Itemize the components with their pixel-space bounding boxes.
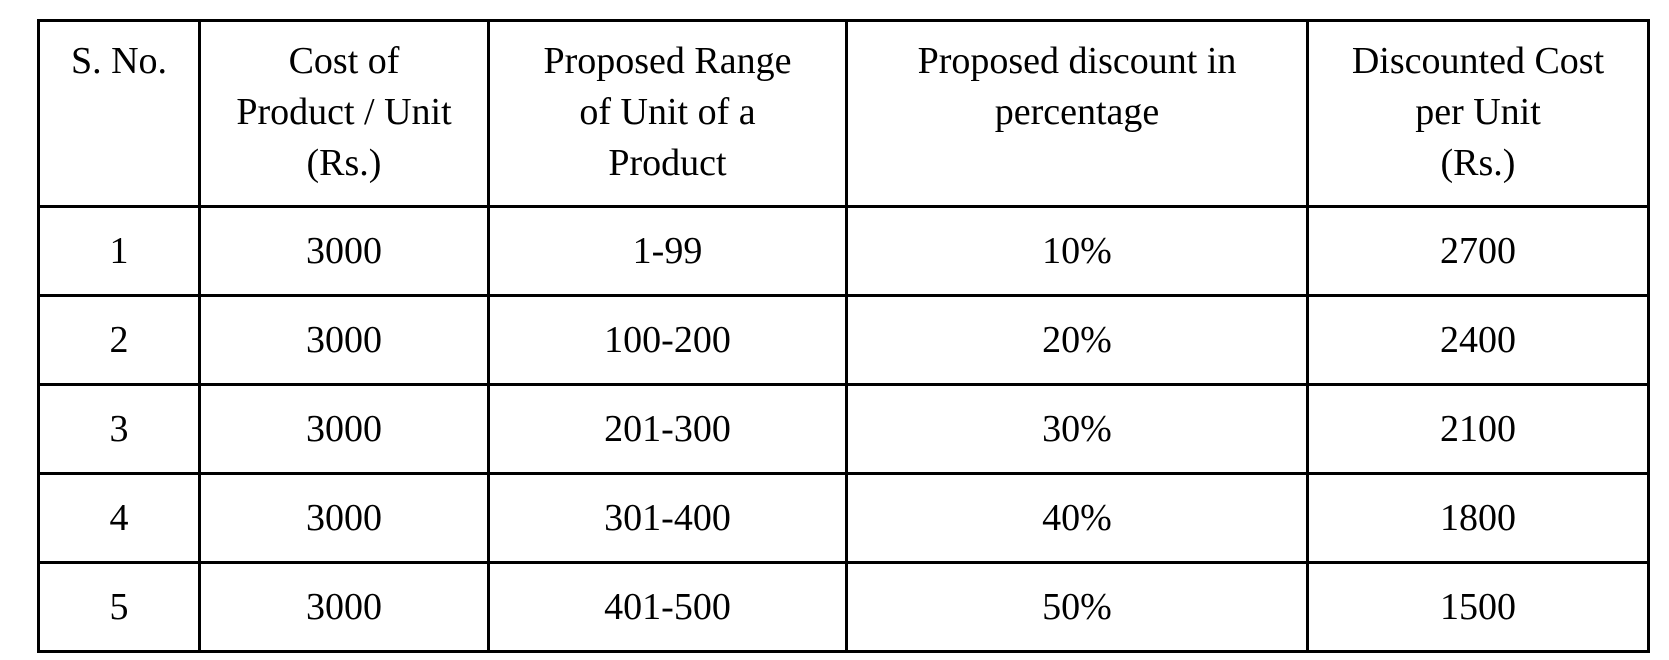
header-line: Discounted Cost bbox=[1351, 40, 1605, 82]
header-line: Proposed discount in bbox=[917, 40, 1237, 82]
cell-discount-percentage: 30% bbox=[845, 383, 1309, 475]
cell-discount-percentage: 20% bbox=[845, 294, 1309, 386]
cell-discounted-cost: 2700 bbox=[1306, 205, 1650, 297]
cell-discount-percentage: 10% bbox=[845, 205, 1309, 297]
cell-cost-per-unit: 3000 bbox=[198, 472, 490, 564]
header-line: percentage bbox=[994, 91, 1160, 133]
cell-discounted-cost: 1500 bbox=[1306, 561, 1650, 653]
table-row: 1 3000 1-99 10% 2700 bbox=[37, 205, 1650, 297]
header-line: Proposed Range bbox=[543, 40, 792, 82]
cell-discounted-cost: 2100 bbox=[1306, 383, 1650, 475]
table-row: 4 3000 301-400 40% 1800 bbox=[37, 472, 1650, 564]
table-row: 3 3000 201-300 30% 2100 bbox=[37, 383, 1650, 475]
header-row: S. No. Cost of Product / Unit (Rs.) Proposed… bbox=[37, 19, 1650, 208]
header-cost-per-unit: Cost of Product / Unit (Rs.) bbox=[198, 19, 490, 208]
header-line: Cost of bbox=[288, 40, 400, 82]
table-row: 5 3000 401-500 50% 1500 bbox=[37, 561, 1650, 653]
header-serial-number: S. No. bbox=[37, 19, 201, 208]
cell-discount-percentage: 40% bbox=[845, 472, 1309, 564]
header-discounted-cost: Discounted Cost per Unit (Rs.) bbox=[1306, 19, 1650, 208]
header-line: Product bbox=[608, 142, 727, 184]
cell-discount-percentage: 50% bbox=[845, 561, 1309, 653]
table-row: 2 3000 100-200 20% 2400 bbox=[37, 294, 1650, 386]
cell-unit-range: 201-300 bbox=[487, 383, 848, 475]
cell-cost-per-unit: 3000 bbox=[198, 561, 490, 653]
cell-cost-per-unit: 3000 bbox=[198, 205, 490, 297]
cell-serial-number: 2 bbox=[37, 294, 201, 386]
cell-discounted-cost: 1800 bbox=[1306, 472, 1650, 564]
header-line: (Rs.) bbox=[1440, 142, 1516, 184]
header-line: per Unit bbox=[1415, 91, 1541, 133]
cell-cost-per-unit: 3000 bbox=[198, 383, 490, 475]
header-unit-range: Proposed Range of Unit of a Product bbox=[487, 19, 848, 208]
cell-serial-number: 5 bbox=[37, 561, 201, 653]
header-line: S. No. bbox=[70, 40, 168, 82]
discount-table: S. No. Cost of Product / Unit (Rs.) Proposed… bbox=[37, 19, 1650, 653]
cell-cost-per-unit: 3000 bbox=[198, 294, 490, 386]
cell-serial-number: 3 bbox=[37, 383, 201, 475]
header-line: of Unit of a bbox=[579, 91, 756, 133]
cell-unit-range: 301-400 bbox=[487, 472, 848, 564]
table-body: 1 3000 1-99 10% 2700 2 3000 100-200 20% 2400 3 3000… bbox=[37, 205, 1650, 653]
header-discount-percentage: Proposed discount in percentage bbox=[845, 19, 1309, 208]
cell-unit-range: 401-500 bbox=[487, 561, 848, 653]
cell-discounted-cost: 2400 bbox=[1306, 294, 1650, 386]
cell-unit-range: 1-99 bbox=[487, 205, 848, 297]
cell-serial-number: 4 bbox=[37, 472, 201, 564]
header-line: Product / Unit bbox=[236, 91, 452, 133]
cell-unit-range: 100-200 bbox=[487, 294, 848, 386]
header-line: (Rs.) bbox=[306, 142, 382, 184]
cell-serial-number: 1 bbox=[37, 205, 201, 297]
